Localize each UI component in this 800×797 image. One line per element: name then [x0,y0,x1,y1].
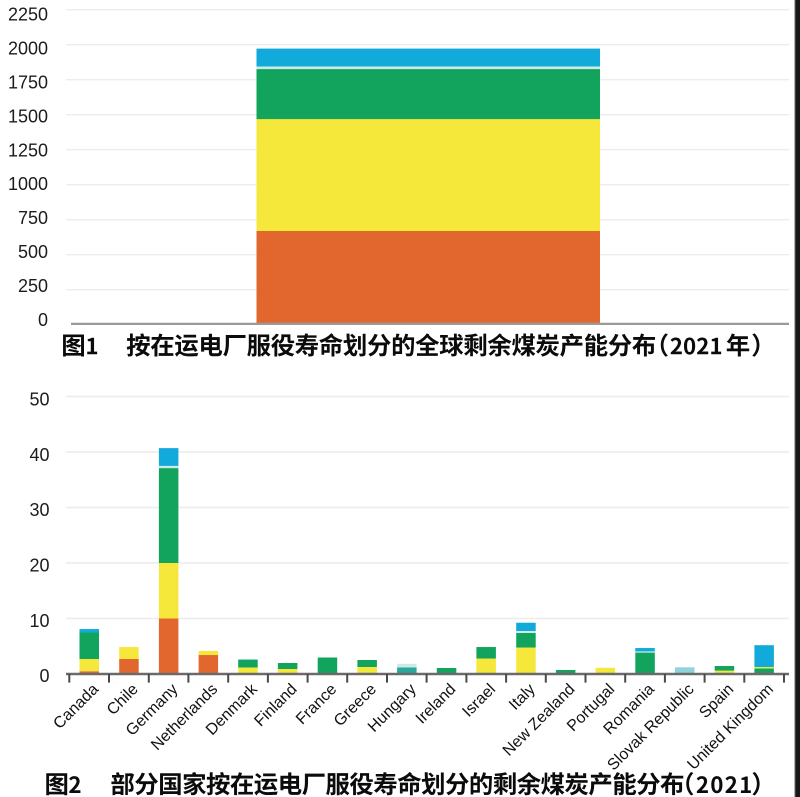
svg-text:40: 40 [29,445,49,465]
svg-text:0: 0 [38,310,48,330]
svg-text:2250: 2250 [8,5,48,25]
svg-text:1750: 1750 [8,73,48,93]
svg-text:0: 0 [39,666,49,686]
svg-text:1250: 1250 [8,140,48,160]
svg-text:250: 250 [18,276,48,296]
svg-text:30: 30 [29,500,49,520]
svg-text:750: 750 [18,208,48,228]
svg-text:1500: 1500 [8,106,48,126]
svg-text:20: 20 [29,556,49,576]
svg-text:10: 10 [29,611,49,631]
svg-text:500: 500 [18,242,48,262]
svg-text:2000: 2000 [8,39,48,59]
svg-text:1000: 1000 [8,174,48,194]
svg-text:50: 50 [29,389,49,409]
